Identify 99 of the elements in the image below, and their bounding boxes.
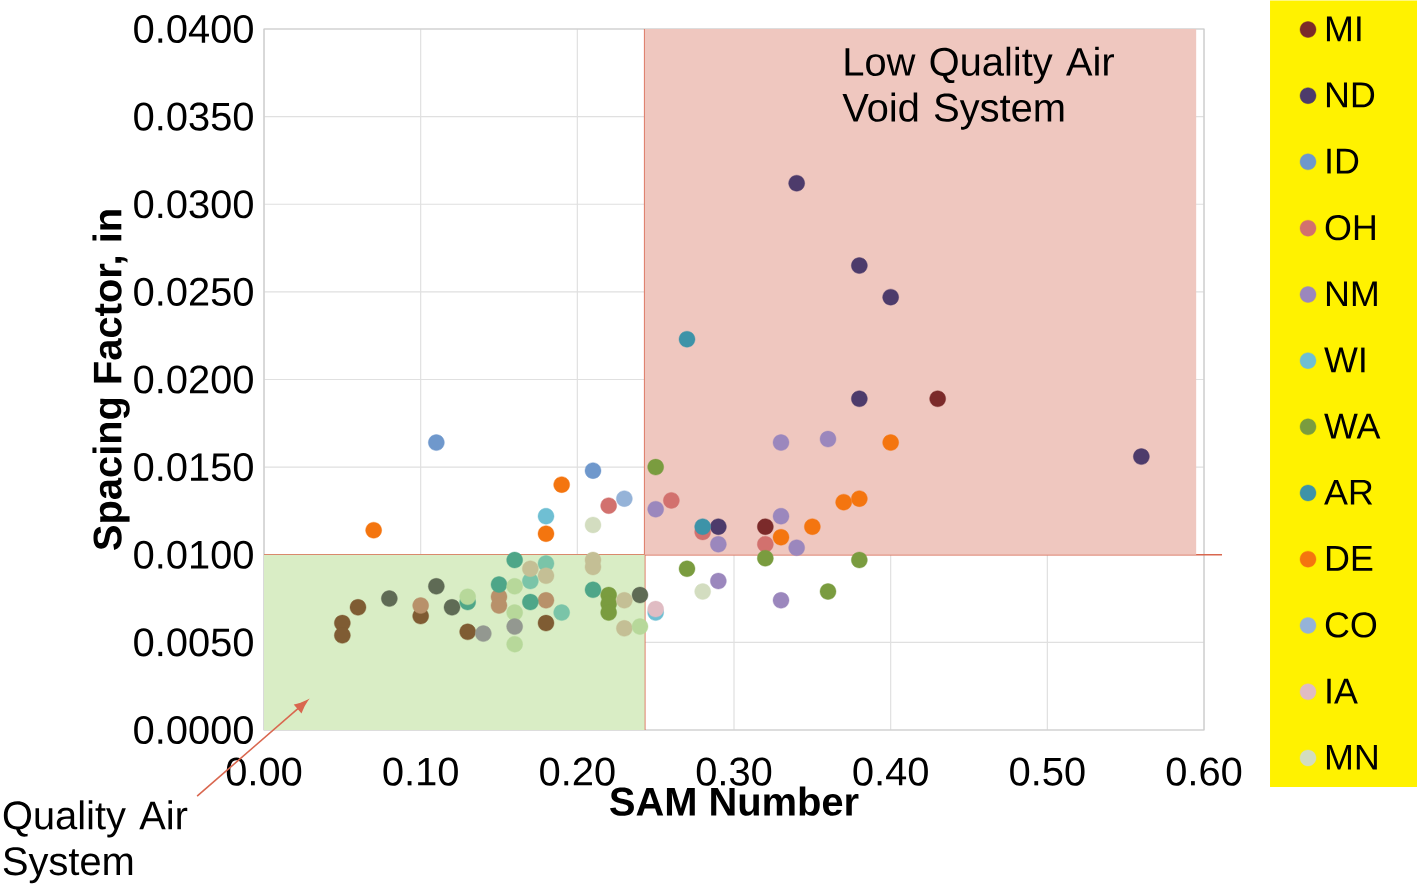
- point: [819, 430, 837, 448]
- point: [412, 597, 429, 614]
- point: [678, 330, 696, 348]
- x-tick-label: 0.50: [1010, 757, 1085, 786]
- x-tick-label: 0.40: [853, 757, 928, 786]
- legend-label: AR: [1324, 479, 1373, 505]
- x-tick-label: 0.60: [1166, 757, 1242, 786]
- y-tick-label: 0.0400: [134, 14, 253, 44]
- point: [804, 518, 821, 535]
- point: [553, 476, 570, 493]
- point: [819, 583, 837, 600]
- point: [631, 586, 649, 604]
- point: [522, 593, 539, 611]
- point: [428, 434, 445, 451]
- point: [772, 592, 790, 609]
- x-tick-label: 0.00: [226, 757, 302, 786]
- point: [616, 620, 633, 637]
- point: [459, 588, 476, 606]
- y-tick-label: 0.0150: [134, 453, 253, 482]
- y-tick-label: 0.0200: [134, 365, 253, 394]
- point: [334, 627, 351, 644]
- text: Quality Air System: [3, 800, 188, 884]
- legend-label: IA: [1327, 678, 1358, 704]
- legend-label: ID: [1327, 148, 1359, 174]
- point: [537, 525, 555, 542]
- y-tick-label: 0.0100: [134, 540, 253, 569]
- x-tick-label: 0.10: [383, 757, 458, 786]
- legend-label: WI: [1324, 347, 1365, 373]
- legend-label: WA: [1324, 413, 1381, 439]
- point: [506, 635, 523, 653]
- y-tick-label: 0.0250: [134, 277, 253, 306]
- point: [694, 518, 711, 535]
- point: [929, 390, 946, 407]
- point: [882, 288, 899, 306]
- point: [506, 551, 523, 569]
- point: [537, 592, 555, 609]
- point: [757, 550, 774, 567]
- point: [600, 497, 617, 514]
- point: [772, 434, 790, 451]
- x-tick-label: 0.30: [696, 757, 772, 786]
- point: [851, 490, 868, 507]
- x-axis-title: SAM Number: [610, 786, 859, 816]
- point: [506, 578, 523, 595]
- point: [851, 257, 868, 274]
- y-tick-label: 0.0000: [134, 715, 253, 745]
- point: [537, 567, 555, 584]
- y-tick-label: 0.0350: [134, 102, 253, 131]
- legend-label: NM: [1326, 281, 1377, 307]
- point: [443, 599, 461, 616]
- point: [553, 604, 570, 621]
- legend-label: CO: [1325, 612, 1377, 638]
- y-tick-label: 0.0300: [134, 190, 253, 219]
- point: [757, 518, 774, 535]
- point: [349, 599, 367, 616]
- point: [537, 614, 555, 632]
- point: [788, 539, 805, 556]
- point: [1133, 448, 1150, 465]
- point: [663, 492, 680, 509]
- point: [882, 434, 899, 451]
- point: [631, 618, 649, 635]
- point: [584, 462, 602, 479]
- point: [584, 516, 602, 534]
- point: [710, 518, 727, 535]
- point: [647, 458, 664, 476]
- point: [757, 536, 774, 553]
- point: [788, 175, 805, 192]
- legend-label: DE: [1326, 546, 1373, 571]
- point: [772, 529, 790, 546]
- point: [365, 522, 382, 539]
- annotation: Low Quality Air Void System: [842, 46, 1114, 130]
- x-tick-label: 0.20: [540, 757, 615, 786]
- point: [475, 625, 492, 642]
- point: [428, 578, 445, 595]
- point: [616, 490, 633, 507]
- point: [851, 390, 868, 407]
- point: [694, 583, 711, 600]
- legend-label: MI: [1326, 16, 1361, 42]
- legend-label: MN: [1326, 744, 1377, 770]
- y-axis-title: Spacing Factor, in: [92, 210, 130, 550]
- point: [647, 600, 664, 618]
- point: [647, 500, 664, 518]
- point: [710, 536, 727, 553]
- point: [678, 560, 696, 577]
- point: [835, 493, 852, 511]
- point: [381, 590, 398, 607]
- point: [506, 604, 523, 621]
- point: [490, 576, 508, 593]
- point: [537, 507, 555, 525]
- legend-label: OH: [1325, 214, 1375, 241]
- point: [710, 572, 727, 590]
- point: [851, 551, 868, 569]
- point: [506, 618, 523, 635]
- legend-label: ND: [1326, 82, 1375, 108]
- point: [522, 560, 539, 577]
- point: [459, 623, 476, 641]
- point: [584, 581, 602, 598]
- y-tick-label: 0.0050: [134, 628, 253, 657]
- point: [772, 507, 790, 525]
- point: [616, 592, 633, 609]
